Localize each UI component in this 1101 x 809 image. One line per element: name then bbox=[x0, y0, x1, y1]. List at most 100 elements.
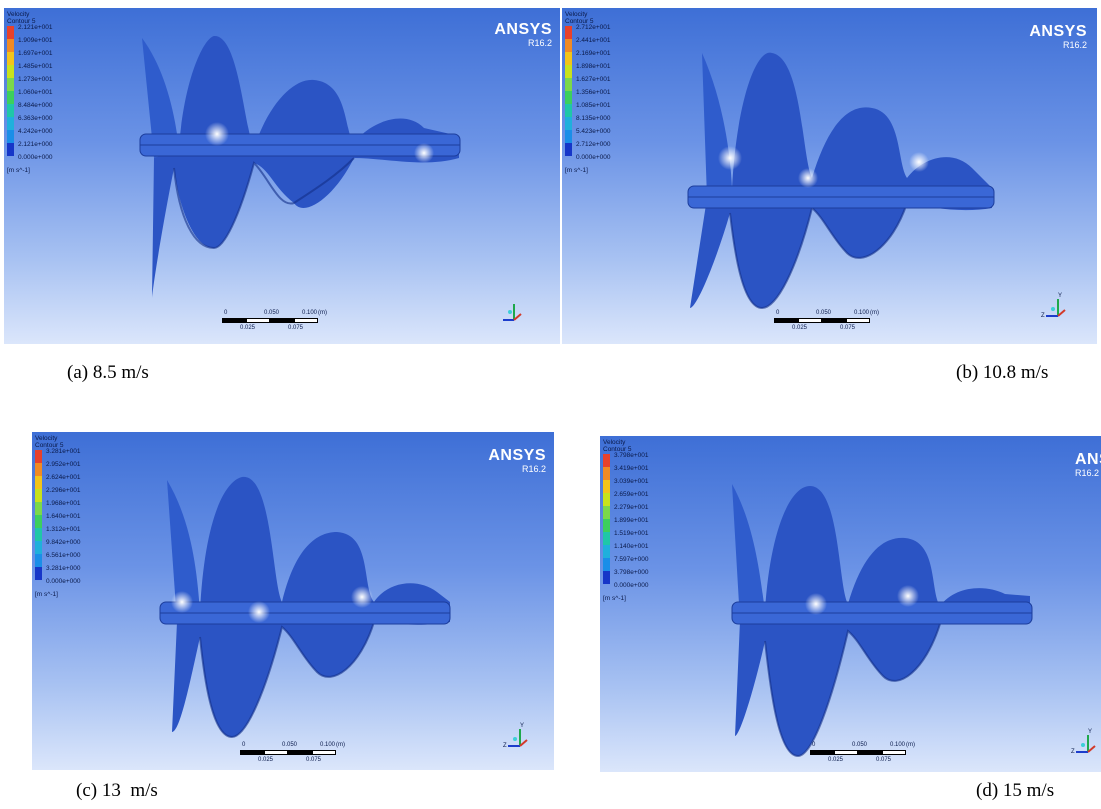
legend-swatch-7 bbox=[565, 117, 572, 130]
axis-triad-icon: Y Z bbox=[1071, 729, 1096, 755]
legend-swatch-7 bbox=[603, 545, 610, 558]
legend-value: 2.712e+000 bbox=[576, 141, 611, 148]
legend-swatch-4 bbox=[565, 78, 572, 91]
legend-value: 1.968e+001 bbox=[46, 500, 81, 507]
scale-segment bbox=[810, 750, 834, 755]
scale-bar: 0 0.050 0.100 (m) 0.025 0.075 bbox=[240, 740, 350, 768]
scale-segment bbox=[222, 318, 246, 323]
scale-label-unit: (m) bbox=[906, 742, 915, 748]
legend-swatch-6 bbox=[35, 528, 42, 541]
legend-value: 2.659e+001 bbox=[614, 491, 649, 498]
legend-values: 3.798e+001 3.419e+001 3.039e+001 2.659e+… bbox=[614, 449, 649, 592]
axis-triad-icon: Y Z bbox=[503, 723, 528, 749]
legend-value: 1.697e+001 bbox=[18, 50, 53, 57]
legend-value: 1.519e+001 bbox=[614, 530, 649, 537]
legend-value: 1.627e+001 bbox=[576, 76, 611, 83]
legend-title-line2: Contour 5 bbox=[7, 18, 36, 25]
scale-segment bbox=[270, 318, 294, 323]
legend-value: 2.169e+001 bbox=[576, 50, 611, 57]
scale-label-q3: 0.075 bbox=[306, 757, 322, 763]
scale-segment bbox=[882, 750, 906, 755]
legend-value: 1.640e+001 bbox=[46, 513, 81, 520]
scale-label-full: 0.100 bbox=[302, 310, 318, 316]
axis-label-z: Z bbox=[1071, 749, 1075, 755]
legend-swatch-3 bbox=[603, 493, 610, 506]
ansys-logo: ANSYS R16.2 bbox=[494, 21, 552, 49]
brand-name: ANSYS bbox=[1029, 23, 1087, 40]
legend-unit: [m s^-1] bbox=[35, 591, 58, 598]
legend-swatch-5 bbox=[35, 515, 42, 528]
scale-segment bbox=[822, 318, 846, 323]
legend-swatch-6 bbox=[603, 532, 610, 545]
legend-value: 2.952e+001 bbox=[46, 461, 81, 468]
scale-label-q1: 0.025 bbox=[828, 757, 844, 763]
scale-segment bbox=[312, 750, 336, 755]
scale-label-half: 0.050 bbox=[282, 742, 298, 748]
legend-value: 3.039e+001 bbox=[614, 478, 649, 485]
legend-value: 2.712e+001 bbox=[576, 24, 611, 31]
legend-values: 2.121e+001 1.909e+001 1.697e+001 1.485e+… bbox=[18, 21, 53, 164]
legend-swatch-9 bbox=[565, 143, 572, 156]
figure-panel-a: Velocity Contour 5 2.121e+001 1.909e+001… bbox=[4, 8, 560, 344]
legend-value: 2.441e+001 bbox=[576, 37, 611, 44]
legend-swatch-0 bbox=[603, 454, 610, 467]
legend-title-line1: Velocity bbox=[565, 11, 588, 18]
legend-value: 1.060e+001 bbox=[18, 89, 53, 96]
brand-version: R16.2 bbox=[1062, 40, 1087, 50]
scale-label-unit: (m) bbox=[318, 310, 327, 316]
legend-swatch-0 bbox=[7, 26, 14, 39]
legend-value: 1.909e+001 bbox=[18, 37, 53, 44]
scale-label-half: 0.050 bbox=[264, 310, 280, 316]
scale-label-q3: 0.075 bbox=[876, 757, 892, 763]
legend-title-line1: Velocity bbox=[7, 11, 30, 18]
legend-value: 4.242e+000 bbox=[18, 128, 53, 135]
legend-swatch-4 bbox=[35, 502, 42, 515]
legend-value: 8.484e+000 bbox=[18, 102, 53, 109]
figure-panel-d: Velocity Contour 5 3.798e+001 3.419e+001… bbox=[600, 436, 1101, 772]
legend-value: 0.000e+000 bbox=[18, 154, 53, 161]
legend-value: 3.281e+001 bbox=[46, 448, 81, 455]
brand-name: ANSYS bbox=[494, 21, 552, 38]
scale-label-q1: 0.025 bbox=[792, 325, 808, 331]
legend-swatch-9 bbox=[7, 143, 14, 156]
legend-swatch-1 bbox=[603, 467, 610, 480]
figure-caption-a: (a) 8.5 m/s bbox=[67, 362, 149, 383]
scale-label-zero: 0 bbox=[242, 742, 246, 748]
legend-value: 1.273e+001 bbox=[18, 76, 53, 83]
legend-swatch-5 bbox=[565, 91, 572, 104]
legend-swatch-2 bbox=[565, 52, 572, 65]
legend-swatch-3 bbox=[565, 65, 572, 78]
scale-label-q3: 0.075 bbox=[840, 325, 856, 331]
legend-swatch-2 bbox=[603, 480, 610, 493]
legend-value: 3.798e+000 bbox=[614, 569, 649, 576]
scale-segment bbox=[774, 318, 798, 323]
legend-title-line2: Contour 5 bbox=[565, 18, 594, 25]
legend-title-line1: Velocity bbox=[35, 435, 58, 442]
scale-segment bbox=[846, 318, 870, 323]
legend-value: 2.624e+001 bbox=[46, 474, 81, 481]
legend-value: 1.898e+001 bbox=[576, 63, 611, 70]
legend-value: 8.135e+000 bbox=[576, 115, 611, 122]
figure-panel-c: Velocity Contour 5 3.281e+001 2.952e+001… bbox=[32, 432, 554, 770]
scale-segment bbox=[240, 750, 264, 755]
legend-value: 0.000e+000 bbox=[576, 154, 611, 161]
scale-bar: 0 0.050 0.100 (m) 0.025 0.075 bbox=[222, 308, 332, 336]
brand-version: R16.2 bbox=[527, 38, 552, 48]
velocity-legend: Velocity Contour 5 3.281e+001 2.952e+001… bbox=[35, 435, 81, 598]
legend-value: 0.000e+000 bbox=[614, 582, 649, 589]
brand-name: ANSYS bbox=[1075, 451, 1101, 468]
legend-title-line2: Contour 5 bbox=[35, 442, 64, 449]
scale-label-q1: 0.025 bbox=[258, 757, 274, 763]
legend-value: 5.423e+000 bbox=[576, 128, 611, 135]
legend-swatch-2 bbox=[35, 476, 42, 489]
axis-triad-icon: Y Z bbox=[1041, 293, 1066, 319]
scale-bar: 0 0.050 0.100 (m) 0.025 0.075 bbox=[810, 740, 920, 768]
scale-segment bbox=[798, 318, 822, 323]
scale-segment bbox=[858, 750, 882, 755]
scale-label-zero: 0 bbox=[224, 310, 228, 316]
scale-label-zero: 0 bbox=[776, 310, 780, 316]
legend-value: 1.899e+001 bbox=[614, 517, 649, 524]
legend-swatch-3 bbox=[7, 65, 14, 78]
legend-swatch-6 bbox=[7, 104, 14, 117]
legend-swatch-8 bbox=[7, 130, 14, 143]
